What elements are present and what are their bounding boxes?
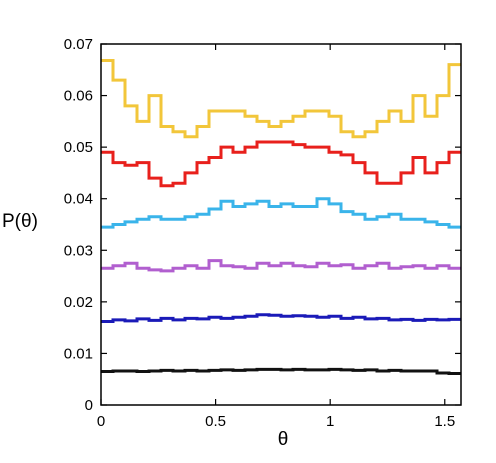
y-tick-label: 0.05 [64, 139, 93, 156]
series-line-6 [101, 367, 461, 375]
y-tick-label: 0.07 [64, 36, 93, 53]
y-axis-label: P(θ) [2, 211, 38, 232]
series-line-4 [101, 259, 461, 273]
y-tick-label: 0 [85, 397, 93, 414]
plot-frame [100, 43, 462, 406]
series-line-1 [101, 59, 461, 139]
y-tick-label: 0.02 [64, 294, 93, 311]
x-tick-label: 0 [97, 413, 105, 430]
series-line-5 [101, 313, 461, 323]
series-line-2 [101, 140, 461, 188]
tick-layer: 0 0.01 0.02 0.03 0.04 0.05 0.06 0.07 0 0.5 1 1.5 [64, 36, 461, 430]
y-tick-label: 0.04 [64, 191, 93, 208]
y-tick-label: 0.06 [64, 88, 93, 105]
y-tick-label: 0.01 [64, 345, 93, 362]
x-tick-label: 1 [326, 413, 334, 430]
series-line-3 [101, 197, 461, 229]
y-tick-label: 0.03 [64, 242, 93, 259]
x-tick-label: 0.5 [205, 413, 226, 430]
series-layer [101, 59, 461, 375]
x-tick-label: 1.5 [434, 413, 455, 430]
x-axis-label: θ [278, 429, 289, 450]
